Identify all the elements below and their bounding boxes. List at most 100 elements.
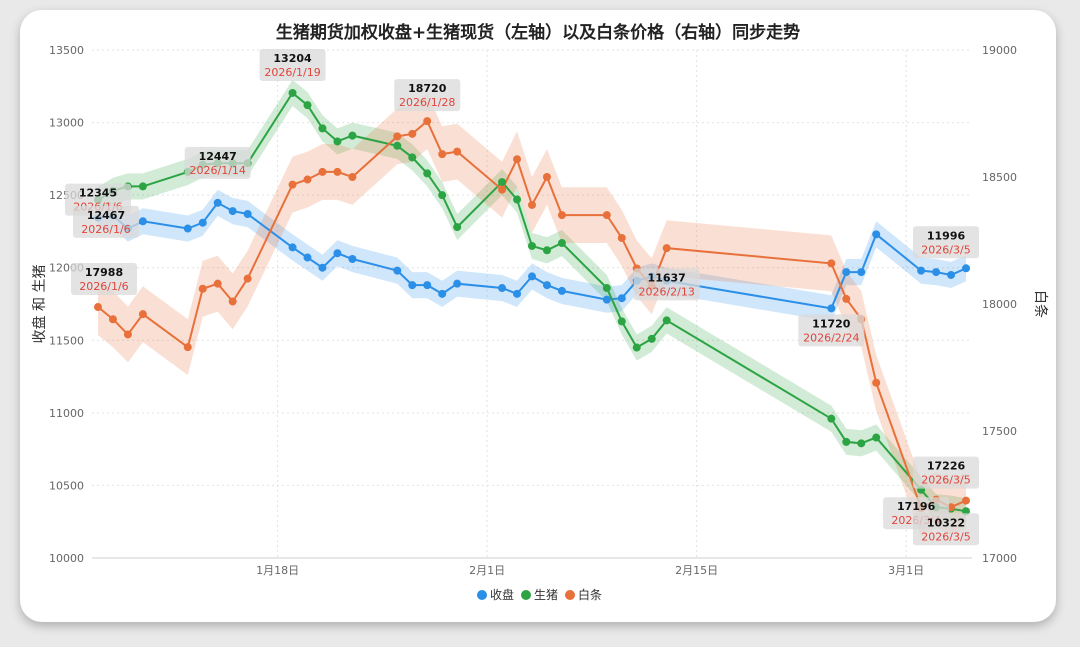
point-收盘 bbox=[288, 243, 297, 252]
point-收盘 bbox=[962, 264, 971, 273]
point-生猪 bbox=[542, 246, 551, 255]
point-生猪 bbox=[647, 334, 656, 343]
data-labels: 123452026/1/6124672026/1/6179882026/1/61… bbox=[64, 48, 980, 546]
point-白条 bbox=[213, 279, 222, 288]
point-白条 bbox=[108, 315, 117, 324]
point-收盘 bbox=[917, 266, 926, 275]
point-白条 bbox=[453, 147, 462, 156]
confidence-bands bbox=[98, 79, 966, 537]
point-白条 bbox=[93, 303, 102, 312]
data-label-value: 17988 bbox=[85, 266, 123, 279]
data-label-value: 17226 bbox=[927, 460, 966, 473]
data-label-value: 11720 bbox=[812, 317, 851, 330]
data-label-value: 17196 bbox=[897, 500, 936, 513]
data-label-value: 12345 bbox=[79, 187, 117, 200]
point-白条 bbox=[842, 294, 851, 303]
point-生猪 bbox=[617, 317, 626, 326]
point-生猪 bbox=[827, 414, 836, 423]
point-白条 bbox=[228, 297, 237, 306]
data-label-date: 2026/1/28 bbox=[399, 96, 455, 109]
point-白条 bbox=[962, 496, 971, 505]
data-label-box bbox=[184, 146, 251, 179]
data-label-date: 2026/2/13 bbox=[638, 285, 694, 298]
point-收盘 bbox=[857, 268, 866, 277]
point-收盘 bbox=[827, 304, 836, 313]
point-收盘 bbox=[423, 281, 432, 290]
point-白条 bbox=[602, 211, 611, 220]
point-收盘 bbox=[303, 253, 312, 262]
data-label-value: 18720 bbox=[408, 82, 447, 95]
point-白条 bbox=[408, 129, 417, 138]
data-label-value: 12467 bbox=[87, 209, 125, 222]
x-tick: 1月18日 bbox=[256, 564, 299, 577]
y-tick-right: 18500 bbox=[982, 171, 1017, 184]
data-label-date: 2026/2/24 bbox=[803, 331, 859, 344]
data-label-box bbox=[70, 263, 137, 296]
point-收盘 bbox=[228, 207, 237, 216]
point-收盘 bbox=[393, 266, 402, 275]
point-收盘 bbox=[318, 263, 327, 272]
chart-svg: 生猪期货加权收盘+生猪现货（左轴）以及白条价格（右轴）同步走势 10000 105… bbox=[31, 22, 1049, 602]
data-label-value: 10322 bbox=[927, 516, 965, 529]
point-白条 bbox=[333, 167, 342, 176]
point-白条 bbox=[348, 173, 357, 181]
data-label-box bbox=[913, 456, 980, 489]
point-收盘 bbox=[602, 295, 611, 304]
point-收盘 bbox=[872, 230, 881, 239]
point-收盘 bbox=[528, 272, 536, 281]
point-白条 bbox=[872, 378, 881, 387]
data-label-box bbox=[394, 79, 461, 112]
point-收盘 bbox=[438, 289, 447, 298]
legend-label-白条: 白条 bbox=[578, 587, 602, 602]
point-收盘 bbox=[932, 268, 941, 277]
point-白条 bbox=[183, 343, 192, 352]
point-收盘 bbox=[947, 270, 956, 279]
y-axis-left-title: 收盘 和 生猪 bbox=[31, 265, 48, 344]
point-生猪 bbox=[438, 191, 447, 200]
legend-marker-收盘 bbox=[477, 590, 487, 600]
point-生猪 bbox=[528, 241, 536, 250]
y-tick-right: 17000 bbox=[982, 552, 1017, 565]
legend-marker-白条 bbox=[565, 590, 575, 600]
point-收盘 bbox=[617, 294, 626, 303]
point-收盘 bbox=[348, 255, 357, 264]
point-白条 bbox=[827, 259, 836, 268]
chart-title: 生猪期货加权收盘+生猪现货（左轴）以及白条价格（右轴）同步走势 bbox=[276, 22, 800, 43]
point-白条 bbox=[318, 167, 327, 176]
point-收盘 bbox=[513, 289, 522, 298]
grid bbox=[92, 49, 972, 559]
point-生猪 bbox=[842, 437, 851, 446]
legend: 收盘 生猪 白条 bbox=[477, 587, 602, 602]
point-生猪 bbox=[393, 141, 402, 150]
data-label-box bbox=[633, 268, 700, 301]
chart-card: 生猪期货加权收盘+生猪现货（左轴）以及白条价格（右轴）同步走势 10000 105… bbox=[20, 10, 1056, 622]
point-生猪 bbox=[423, 169, 432, 178]
y-tick-left: 10000 bbox=[49, 552, 84, 565]
y-tick-left: 10500 bbox=[49, 479, 84, 492]
data-label-value: 13204 bbox=[273, 52, 312, 65]
point-白条 bbox=[662, 244, 671, 253]
data-label-date: 2026/3/5 bbox=[921, 530, 970, 543]
point-收盘 bbox=[138, 217, 147, 226]
y-tick-left: 13500 bbox=[49, 44, 84, 57]
legend-marker-生猪 bbox=[521, 590, 531, 600]
point-生猪 bbox=[602, 284, 611, 293]
point-生猪 bbox=[333, 137, 342, 146]
data-label-box bbox=[913, 226, 980, 259]
point-白条 bbox=[243, 274, 252, 283]
y-tick-right: 19000 bbox=[982, 44, 1017, 57]
point-生猪 bbox=[662, 316, 671, 325]
data-label-value: 12447 bbox=[199, 150, 237, 163]
point-白条 bbox=[198, 284, 207, 293]
point-生猪 bbox=[303, 101, 312, 110]
y-tick-left: 11000 bbox=[49, 407, 84, 420]
point-白条 bbox=[288, 180, 297, 189]
